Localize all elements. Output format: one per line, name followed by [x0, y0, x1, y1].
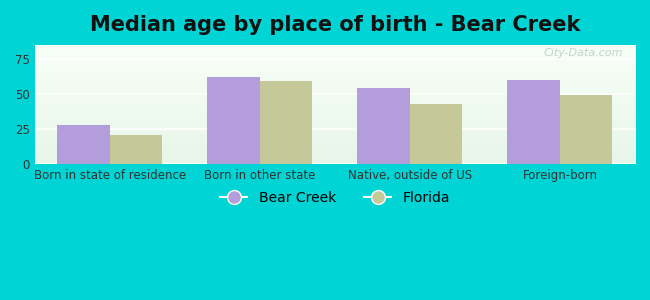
Bar	[508, 80, 560, 164]
Bar	[560, 95, 612, 164]
Bar	[410, 104, 462, 164]
Bar	[57, 125, 110, 164]
Bar	[260, 81, 313, 164]
Text: City-Data.com: City-Data.com	[543, 49, 623, 58]
Bar	[358, 88, 410, 164]
Bar	[207, 77, 260, 164]
Legend: Bear Creek, Florida: Bear Creek, Florida	[214, 185, 456, 211]
Title: Median age by place of birth - Bear Creek: Median age by place of birth - Bear Cree…	[90, 15, 580, 35]
Bar	[110, 135, 162, 164]
